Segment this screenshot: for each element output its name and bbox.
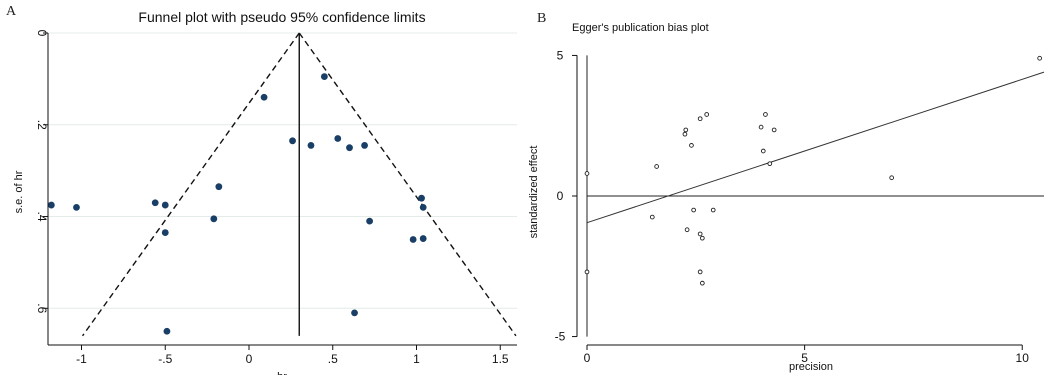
funnel-point [351,309,358,317]
funnel-point [210,215,218,223]
egger-point [771,127,777,133]
egger-point [889,175,895,181]
funnel-point [419,203,427,211]
funnel-confidence-limits [82,32,517,337]
funnel-point [366,217,373,225]
egger-x-tick-label: 10 [1016,351,1030,365]
funnel-x-tick-label: .5 [328,352,338,366]
funnel-axes: -1 -.5 0 .5 1 1.5 0 .2 .4 .6 [35,30,517,366]
funnel-x-tick-label: 1 [413,352,420,366]
egger-point [654,164,659,169]
funnel-x-tick-label: -1 [76,352,87,366]
egger-plot-title: Egger's publication bias plot [572,22,709,34]
funnel-points [47,73,427,335]
funnel-x-axis-label: hr [277,371,287,375]
panel-b-letter: B [537,11,546,26]
egger-y-tick-label: 0 [557,189,564,203]
funnel-point [161,201,169,209]
egger-point [697,116,703,122]
egger-points [584,55,1042,286]
funnel-point [260,93,268,101]
egger-point [699,235,705,241]
egger-y-tick-label: 5 [557,48,564,62]
funnel-y-tick-label: .2 [35,120,49,130]
egger-x-tick-label: 5 [801,351,808,365]
egger-point [584,269,590,275]
funnel-point [361,142,368,149]
egger-point [682,131,688,137]
egger-point [710,207,716,213]
funnel-plot-panel: A Funnel plot with pseudo 95% confidence… [6,4,517,375]
funnel-point [334,135,342,142]
egger-point [649,214,655,220]
funnel-plot-title: Funnel plot with pseudo 95% confidence l… [138,9,425,25]
egger-x-axis-label: precision [789,361,833,373]
funnel-upper-limit-line [298,32,517,337]
funnel-point [320,73,328,80]
funnel-point [346,144,353,152]
funnel-x-tick-label: 1.5 [492,352,509,366]
egger-point [683,127,689,133]
egger-point [1037,55,1042,61]
egger-plot-panel: B Egger's publication bias plot 0 5 10 -5 0 5… [528,11,1045,373]
egger-point [697,269,703,275]
egger-point [684,227,690,233]
egger-y-axis-label: standardized effect [528,146,540,239]
panel-a-letter: A [6,4,17,19]
funnel-point [73,203,80,211]
egger-point [584,171,590,176]
funnel-point [409,236,417,243]
funnel-y-tick-label: .6 [35,303,49,313]
egger-point [760,148,766,154]
egger-point [767,161,773,167]
funnel-point [163,327,171,335]
funnel-x-tick-label: -.5 [158,352,172,366]
egger-point [704,112,710,117]
egger-regression-line [586,71,1045,224]
funnel-point [161,229,169,236]
funnel-x-tick-label: 0 [246,352,253,366]
egger-point [691,207,696,213]
funnel-point [419,235,427,242]
funnel-y-tick-label: 0 [35,30,49,37]
egger-axes: 0 5 10 -5 0 5 [555,48,1030,365]
egger-y-tick-label: -5 [555,330,566,344]
egger-x-tick-label: 0 [584,351,591,365]
egger-point [689,143,694,148]
funnel-point [418,194,425,202]
funnel-point [151,199,159,207]
egger-point [699,280,705,286]
egger-reference-lines [586,55,1045,337]
funnel-y-tick-label: .4 [35,212,49,222]
funnel-y-axis-label: s.e. of hr [13,170,25,213]
funnel-point [47,201,55,209]
funnel-lower-limit-line [82,32,300,337]
egger-point [697,231,703,237]
funnel-point [307,142,315,149]
egger-point [763,112,768,117]
funnel-point [215,183,223,191]
funnel-point [289,137,296,145]
funnel-gridlines [48,32,517,309]
egger-point [758,124,764,130]
